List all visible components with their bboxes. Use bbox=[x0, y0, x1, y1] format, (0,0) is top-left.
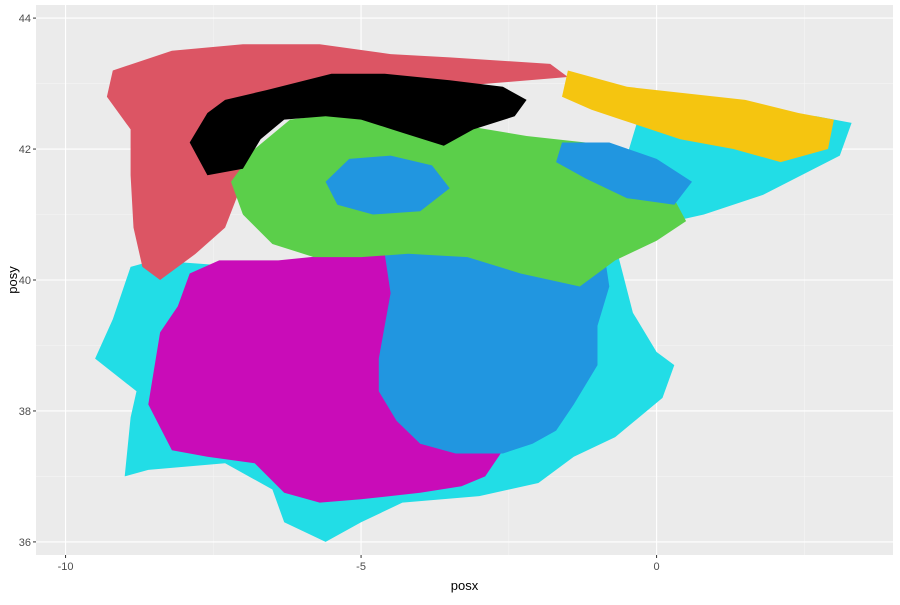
region-ebro-blue bbox=[556, 142, 692, 205]
axis-ticks: -10 -5 0 36 38 40 42 44 bbox=[19, 13, 660, 573]
y-tick-label: 44 bbox=[19, 13, 31, 25]
region-mountains bbox=[189, 73, 527, 176]
y-tick-label: 38 bbox=[19, 406, 31, 418]
map-regions bbox=[95, 44, 852, 542]
y-tick-label: 42 bbox=[19, 144, 31, 156]
region-northeast bbox=[562, 70, 834, 163]
x-tick-label: 0 bbox=[654, 561, 660, 573]
region-central-north-blue bbox=[325, 155, 450, 215]
x-tick-label: -5 bbox=[356, 561, 366, 573]
y-tick-label: 40 bbox=[19, 275, 31, 287]
x-tick-label: -10 bbox=[58, 561, 74, 573]
y-tick-label: 36 bbox=[19, 537, 31, 549]
y-axis-title: posy bbox=[5, 266, 20, 294]
x-axis-title: posx bbox=[451, 578, 479, 593]
